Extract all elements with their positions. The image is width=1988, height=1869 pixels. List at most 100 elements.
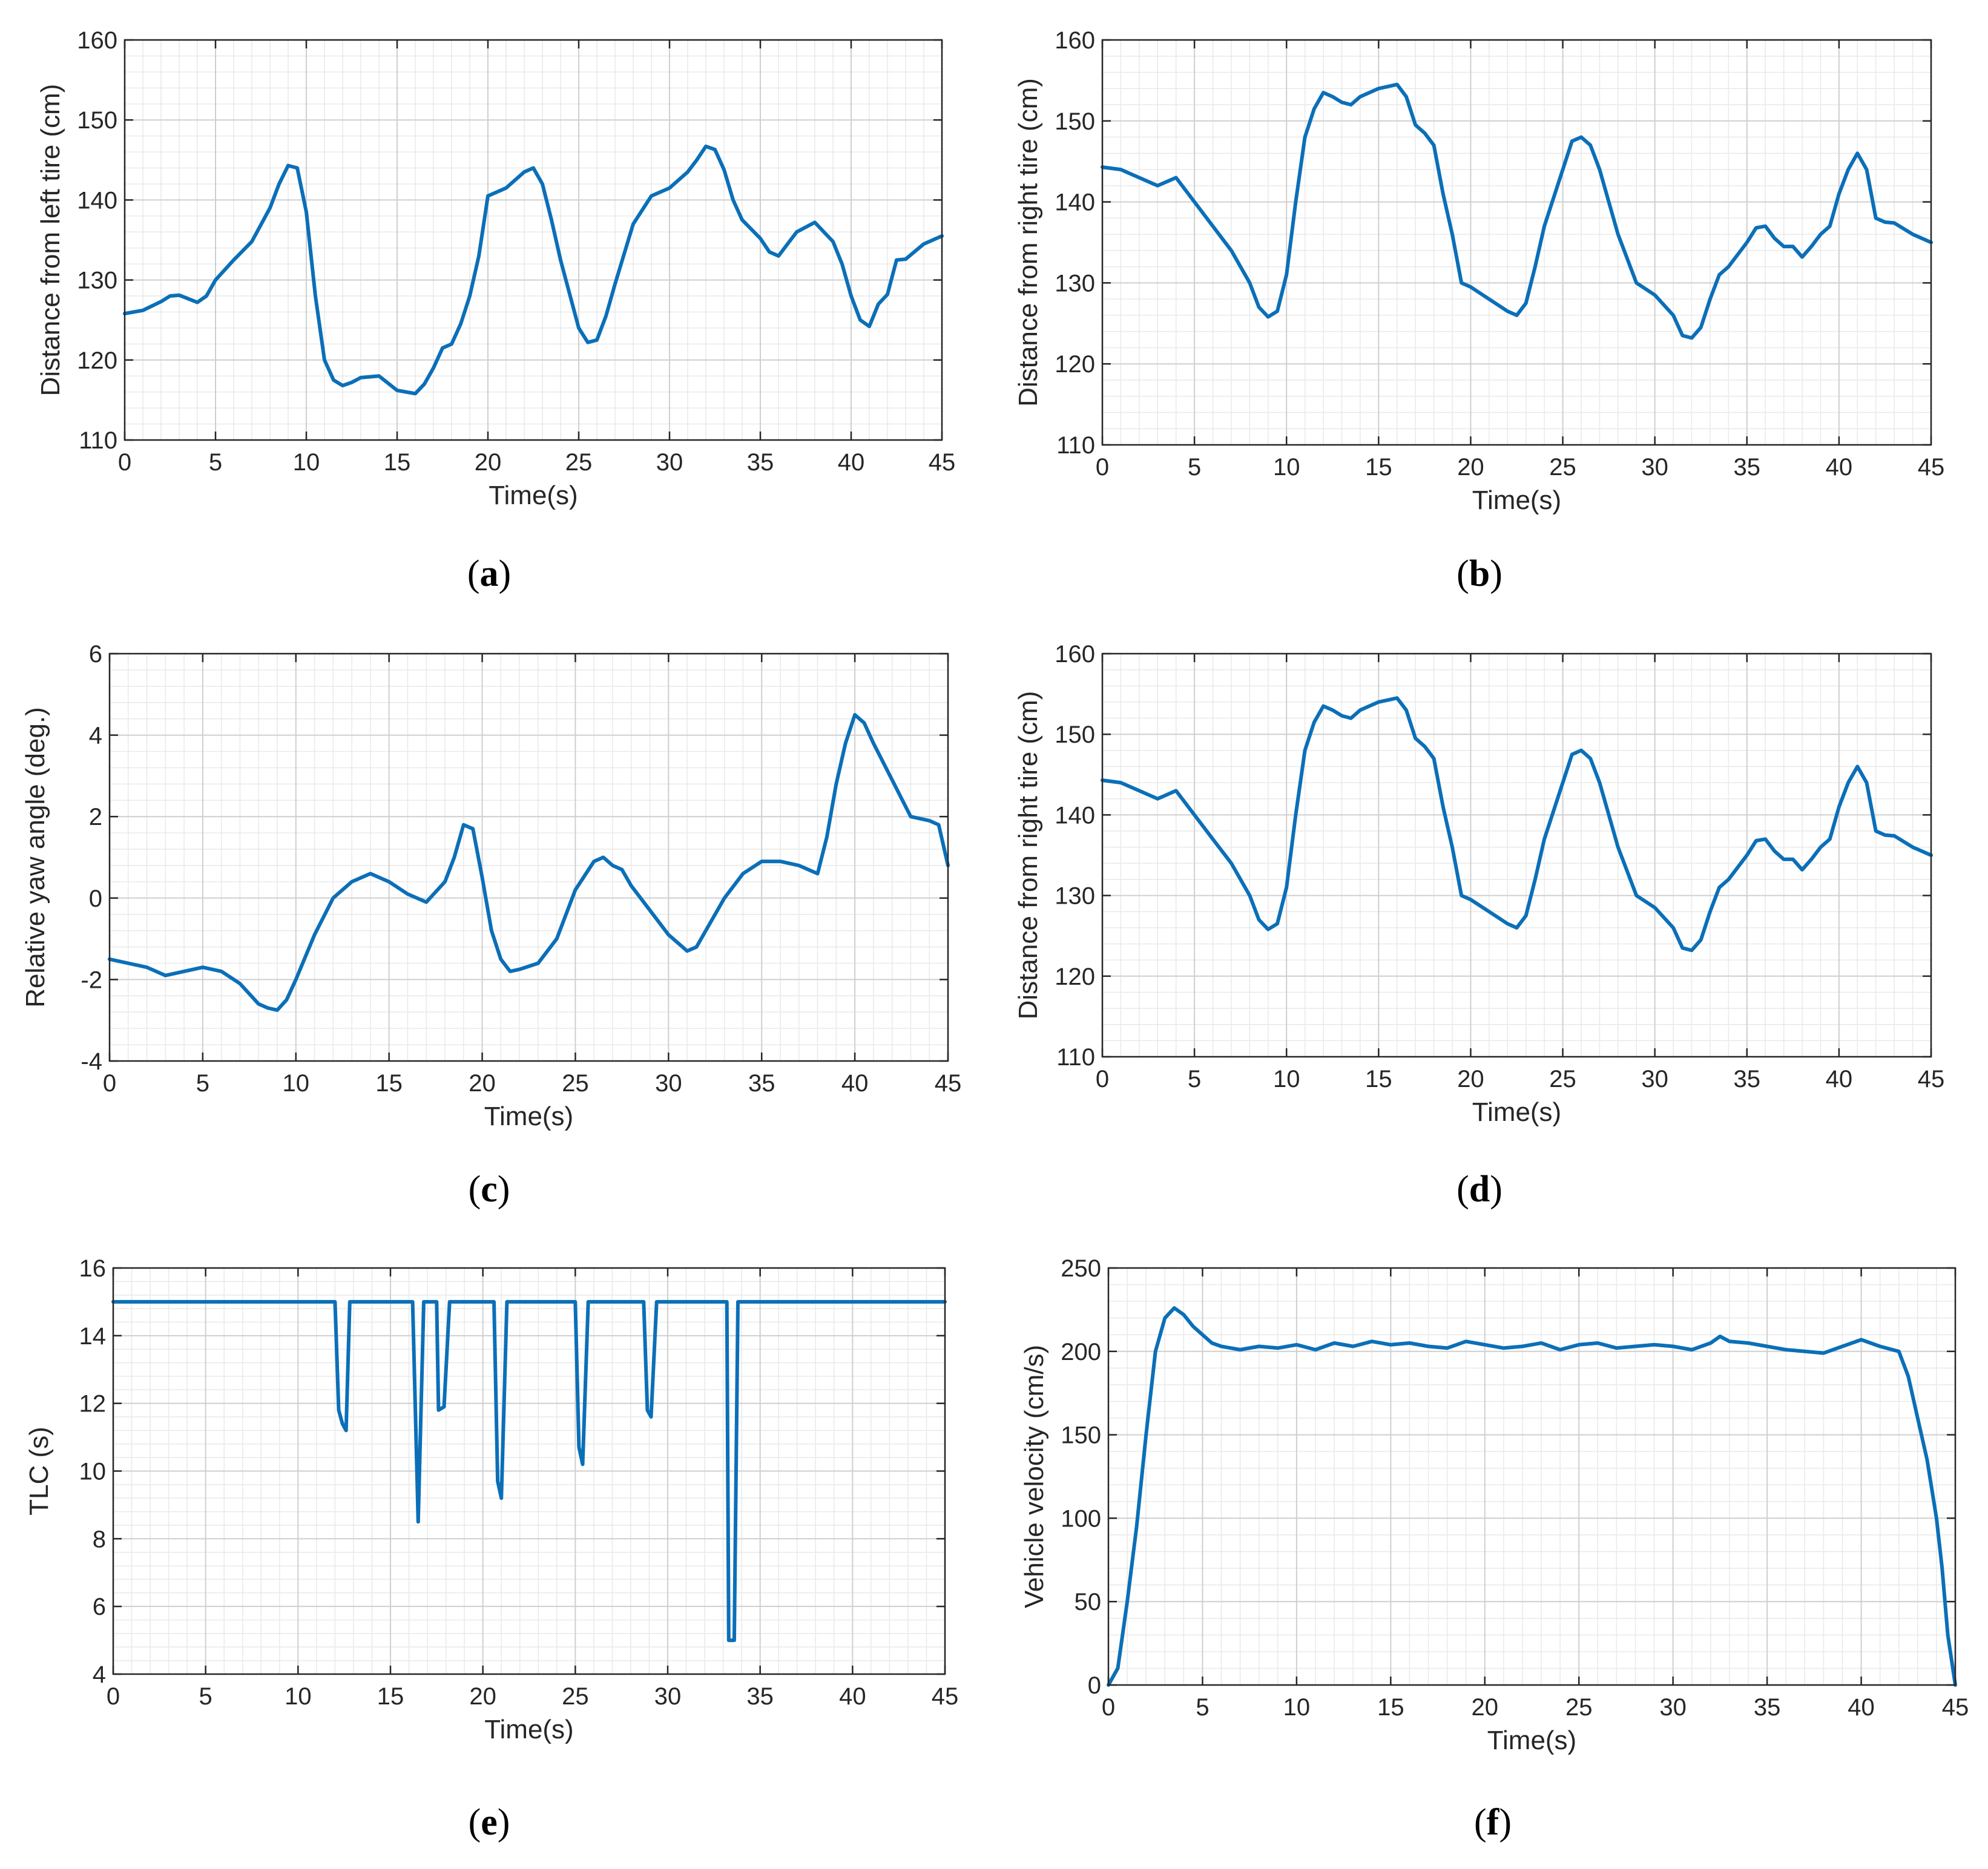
y-axis-title: Distance from right tire (cm) <box>1013 78 1043 407</box>
x-tick-label: 40 <box>1826 1066 1853 1092</box>
y-tick-label: 120 <box>1055 964 1095 990</box>
x-tick-label: 0 <box>1096 454 1109 481</box>
chart-panel-b: 0 5 10 15 20 25 30 35 40 45 110 120 130 140 150 160 Tim… <box>1013 27 1944 594</box>
plot-frame <box>1101 652 1932 1058</box>
series-line <box>111 1299 947 1643</box>
x-axis-title: Time(s) <box>489 481 578 510</box>
y-tick-label: -2 <box>81 967 102 993</box>
x-tick-label: 45 <box>932 1683 959 1710</box>
x-tick-label: 10 <box>1273 454 1300 481</box>
minor-grid <box>125 40 942 440</box>
y-tick-label: 16 <box>79 1255 107 1282</box>
minor-grid <box>1102 654 1931 1057</box>
x-tick-label: 25 <box>1549 454 1576 481</box>
x-tick-label: 0 <box>107 1683 120 1710</box>
x-tick-label: 0 <box>118 449 131 476</box>
x-tick-label: 25 <box>565 449 593 476</box>
x-axis-title: Time(s) <box>1472 1097 1561 1127</box>
chart-panel-a: 0 5 10 15 20 25 30 35 40 45 110 120 130 140 150 160 Tim… <box>36 27 955 594</box>
x-tick-label: 40 <box>839 1683 866 1710</box>
x-tick-label: 10 <box>283 1070 310 1097</box>
plot-frame <box>108 652 949 1062</box>
x-tick-label: 15 <box>377 1683 404 1710</box>
chart-panel-c: 0 5 10 15 20 25 30 35 40 45 -4 -2 0 2 4 6 Time(s) Relat… <box>21 641 961 1210</box>
x-tick-label: 40 <box>1848 1694 1875 1721</box>
y-tick-label: -4 <box>81 1048 102 1075</box>
x-tick-label: 25 <box>562 1070 589 1097</box>
y-tick-label: 140 <box>77 187 117 214</box>
x-tick-label: 20 <box>469 1070 496 1097</box>
x-tick-label: 5 <box>196 1070 209 1097</box>
x-tick-label: 40 <box>1826 454 1853 481</box>
y-tick-label: 110 <box>1056 1044 1095 1071</box>
series-line <box>108 713 950 1012</box>
x-tick-label: 45 <box>935 1070 962 1097</box>
y-tick-label: 200 <box>1061 1339 1101 1365</box>
caption-letter: f <box>1487 1802 1500 1843</box>
x-tick-label: 25 <box>1549 1066 1576 1092</box>
x-tick-label: 45 <box>929 449 956 476</box>
x-tick-label: 5 <box>1196 1694 1209 1721</box>
x-tick-label: 20 <box>475 449 502 476</box>
x-tick-label: 10 <box>285 1683 312 1710</box>
y-tick-label: 150 <box>1055 721 1095 748</box>
y-tick-label: 110 <box>1056 432 1095 459</box>
y-tick-label: 100 <box>1061 1505 1101 1532</box>
chart-panel-f: 0 5 10 15 20 25 30 35 40 45 0 50 100 150 200 250 Time(s… <box>1019 1255 1969 1843</box>
x-tick-label: 40 <box>841 1070 869 1097</box>
x-tick-label: 30 <box>656 449 683 476</box>
y-tick-label: 2 <box>89 804 102 830</box>
y-tick-label: 12 <box>79 1391 107 1417</box>
y-axis-title: TLC (s) <box>24 1427 54 1516</box>
axis-ticks: 0 5 10 15 20 25 30 35 40 45 110 120 130 140 150 160 <box>1055 641 1944 1092</box>
y-axis-title: Distance from right tire (cm) <box>1013 691 1043 1020</box>
axis-ticks: 0 5 10 15 20 25 30 35 40 45 -4 -2 0 2 4 6 <box>81 641 961 1097</box>
x-tick-label: 30 <box>1659 1694 1687 1721</box>
axis-ticks: 0 5 10 15 20 25 30 35 40 45 0 50 100 150 200 250 <box>1061 1255 1969 1721</box>
caption-letter: e <box>481 1802 498 1843</box>
x-tick-label: 15 <box>375 1070 403 1097</box>
x-tick-label: 10 <box>1273 1066 1300 1092</box>
y-tick-label: 6 <box>89 641 102 668</box>
x-tick-label: 5 <box>199 1683 212 1710</box>
minor-grid <box>1102 40 1931 445</box>
x-axis-title: Time(s) <box>484 1102 573 1131</box>
y-tick-label: 0 <box>89 885 102 912</box>
panel-caption: (a) <box>467 553 511 594</box>
data-series <box>1107 1306 1957 1687</box>
series-line <box>123 144 944 396</box>
y-axis-title: Relative yaw angle (deg.) <box>21 707 50 1007</box>
y-tick-label: 8 <box>93 1526 106 1552</box>
y-tick-label: 4 <box>93 1661 106 1688</box>
major-grid <box>1108 1267 1956 1686</box>
y-tick-label: 10 <box>79 1459 107 1485</box>
x-tick-label: 30 <box>654 1683 682 1710</box>
data-series <box>123 144 944 396</box>
x-tick-label: 5 <box>209 449 222 476</box>
panel-caption: (f) <box>1474 1802 1512 1843</box>
y-tick-label: 140 <box>1055 189 1095 216</box>
x-tick-label: 30 <box>1641 1066 1668 1092</box>
plot-frame <box>1101 39 1932 446</box>
y-tick-label: 160 <box>1055 27 1095 54</box>
x-tick-label: 5 <box>1188 454 1201 481</box>
y-tick-label: 150 <box>77 107 117 134</box>
x-axis-title: Time(s) <box>484 1715 573 1744</box>
x-axis-title: Time(s) <box>1487 1726 1576 1755</box>
minor-grid <box>1108 1268 1955 1685</box>
x-tick-label: 35 <box>1734 454 1761 481</box>
x-tick-label: 0 <box>1102 1694 1115 1721</box>
y-axis-title: Distance from left tire (cm) <box>36 84 65 396</box>
x-tick-label: 35 <box>746 1683 774 1710</box>
data-series <box>111 1299 947 1643</box>
series-line <box>1107 1306 1957 1687</box>
series-line <box>1101 82 1933 340</box>
minor-grid <box>110 654 948 1061</box>
x-tick-label: 15 <box>384 449 411 476</box>
x-tick-label: 45 <box>1942 1694 1969 1721</box>
x-tick-label: 10 <box>1283 1694 1311 1721</box>
x-tick-label: 35 <box>1734 1066 1761 1092</box>
data-series <box>1101 82 1933 340</box>
axis-ticks: 0 5 10 15 20 25 30 35 40 45 4 6 8 10 12 14 16 <box>79 1255 959 1710</box>
